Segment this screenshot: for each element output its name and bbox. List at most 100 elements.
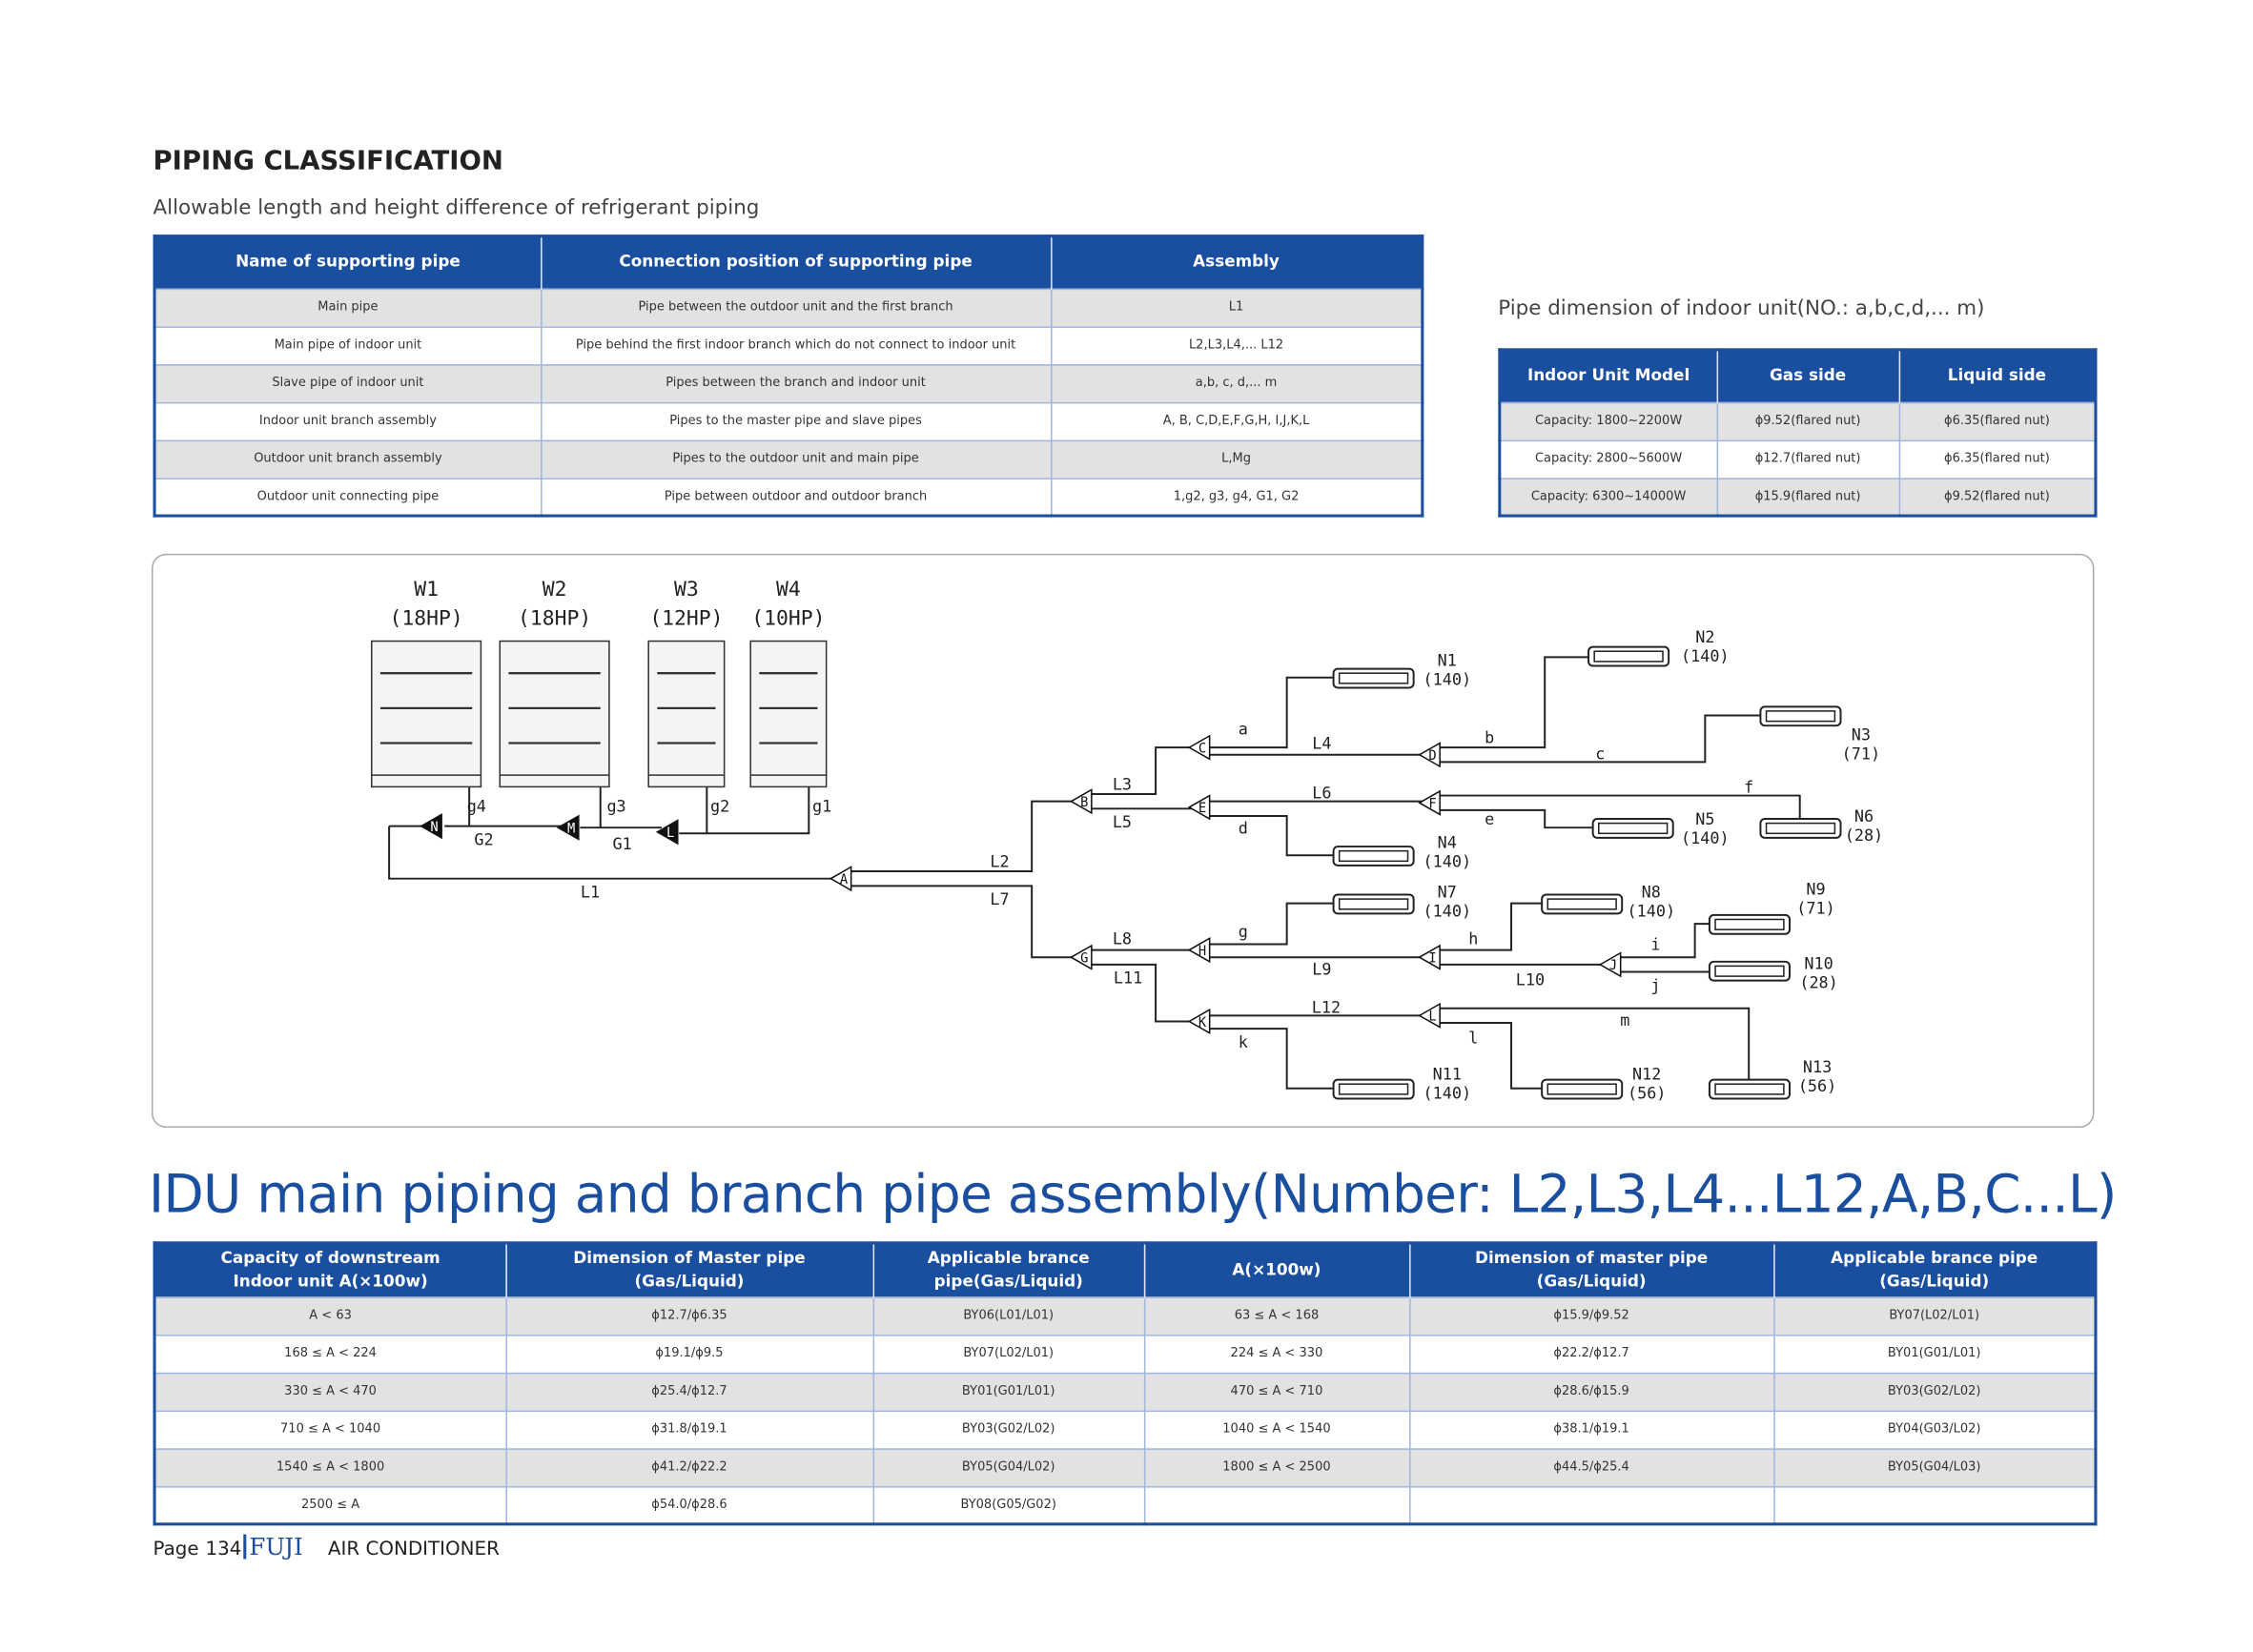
table-cell: ϕ12.7/ϕ6.35 — [504, 1295, 874, 1336]
indoor-unit — [1759, 818, 1842, 839]
pipe — [1090, 963, 1194, 1023]
outdoor-unit — [749, 640, 828, 788]
table-cell: Main pipe of indoor unit — [154, 325, 542, 365]
unit-capacity: (12HP) — [649, 607, 723, 631]
table-cell: BY07(L02/L01) — [1772, 1295, 2097, 1336]
pipe — [1209, 902, 1334, 946]
table-cell: Pipe between outdoor and outdoor branch — [540, 477, 1052, 517]
branch-label: D — [1428, 748, 1436, 764]
indoor-capacity: (71) — [1796, 898, 1834, 917]
outdoor-unit — [647, 640, 726, 788]
table-cell: BY04(G03/L02) — [1772, 1409, 2097, 1450]
pipe — [1617, 923, 1710, 959]
table-cell: 1040 ≤ A < 1540 — [1143, 1409, 1410, 1450]
branch-joint — [1418, 944, 1441, 970]
branch-joint — [1598, 951, 1622, 978]
table-row: Main pipe of indoor unit Pipe behind the … — [154, 325, 1423, 365]
branch-joint — [420, 813, 442, 840]
header-cell: A(×100w) — [1143, 1242, 1410, 1297]
table-row: 168 ≤ A < 224 ϕ19.1/ϕ9.5 BY07(L02/L01) 224 … — [154, 1334, 2097, 1374]
indoor-unit — [1587, 645, 1670, 667]
table-cell: L1 — [1050, 287, 1423, 328]
table-cell: BY05(G04/L02) — [871, 1447, 1145, 1487]
table-cell: ϕ25.4/ϕ12.7 — [504, 1372, 874, 1412]
indoor-name: N2 — [1695, 627, 1714, 646]
table-cell: BY03(G02/L02) — [1772, 1372, 2097, 1412]
header-cell: Name of supporting pipe — [154, 235, 542, 289]
indoor-name: N10 — [1804, 953, 1833, 972]
indoor-unit — [1591, 818, 1674, 839]
table-cell: Main pipe — [154, 287, 542, 328]
branch-label: M — [567, 822, 575, 837]
table-row: Capacity: 2800~5600W ϕ12.7(flared nut) ϕ6.… — [1499, 438, 2097, 479]
indoor-unit — [1708, 913, 1791, 935]
indoor-unit — [1332, 893, 1415, 915]
indoor-capacity: (140) — [1423, 1083, 1472, 1102]
table-cell: ϕ28.6/ϕ15.9 — [1408, 1372, 1774, 1412]
pipe-label: L8 — [1113, 928, 1132, 948]
branch-label: K — [1198, 1015, 1207, 1030]
pipe-label: g4 — [467, 796, 486, 815]
table-cell: BY06(L01/L01) — [871, 1295, 1145, 1336]
table-cell: ϕ9.52(flared nut) — [1715, 401, 1900, 441]
table-title: Pipe dimension of indoor unit(NO.: a,b,c… — [1498, 296, 1985, 321]
table-cell: 710 ≤ A < 1040 — [154, 1409, 507, 1450]
indoor-capacity: (56) — [1798, 1076, 1836, 1095]
branch-label: H — [1198, 944, 1206, 959]
table-cell: ϕ6.35(flared nut) — [1897, 401, 2097, 441]
pipe-label: d — [1239, 818, 1248, 837]
page-label: Page — [153, 1539, 199, 1561]
outdoor-unit — [499, 640, 610, 788]
table-cell: ϕ44.5/ϕ25.4 — [1408, 1447, 1774, 1487]
table-cell: 224 ≤ A < 330 — [1143, 1334, 1410, 1374]
table-cell: ϕ54.0/ϕ28.6 — [504, 1485, 874, 1525]
table-row: 710 ≤ A < 1040 ϕ31.8/ϕ19.1 BY03(G02/L02) 10… — [154, 1409, 2097, 1450]
indoor-capacity: (140) — [1423, 669, 1472, 688]
header-row: Capacity of downstream Indoor unit A(×10… — [154, 1242, 2096, 1297]
table-row: Outdoor unit branch assembly Pipes to the… — [154, 438, 1423, 479]
indoor-unit — [1332, 667, 1415, 689]
indoor-unit-inner — [1546, 898, 1617, 910]
pipe — [1209, 1028, 1334, 1090]
indoor-capacity: (140) — [1423, 851, 1472, 870]
indoor-unit — [1708, 960, 1791, 982]
indoor-capacity: (140) — [1423, 901, 1472, 920]
branch-label: L — [1428, 1010, 1436, 1025]
indoor-name: N9 — [1806, 879, 1825, 898]
pipe — [850, 800, 1076, 873]
indoor-capacity: (140) — [1681, 828, 1730, 847]
table-cell: 1,g2, g3, g4, G1, G2 — [1050, 477, 1423, 517]
pipe-label: b — [1485, 728, 1494, 747]
branch-joint — [1069, 944, 1093, 970]
branch-label: I — [1428, 951, 1436, 967]
table-cell: BY03(G02/L02) — [871, 1409, 1145, 1450]
pipe-label: l — [1468, 1028, 1478, 1047]
subtitle: Allowable length and height difference o… — [153, 196, 760, 220]
branch-label: L — [666, 826, 674, 841]
indoor-unit — [1541, 893, 1624, 915]
unit-capacity: (10HP) — [751, 607, 825, 631]
page-title: PIPING CLASSIFICATION — [153, 145, 503, 176]
pipe — [1438, 714, 1761, 764]
pipe-label: L10 — [1516, 969, 1545, 989]
header-cell: Assembly — [1050, 235, 1423, 289]
table-cell: L,Mg — [1050, 438, 1423, 479]
indoor-capacity: (140) — [1681, 646, 1730, 665]
table-cell — [1772, 1485, 2097, 1525]
table-cell: 1540 ≤ A < 1800 — [154, 1447, 507, 1487]
header-cell: Applicable brance pipe(Gas/Liquid) — [871, 1242, 1144, 1297]
branch-label: N — [430, 820, 438, 835]
indoor-name: N5 — [1695, 809, 1714, 828]
indoor-unit-inner — [1765, 822, 1836, 835]
indoor-capacity: (28) — [1799, 972, 1837, 991]
indoor-unit-inner — [1338, 672, 1409, 684]
table-cell: ϕ15.9/ϕ9.52 — [1408, 1295, 1774, 1336]
indoor-unit — [1332, 1078, 1415, 1100]
table-cell: ϕ38.1/ϕ19.1 — [1408, 1409, 1774, 1450]
indoor-unit — [1541, 1078, 1624, 1100]
table-cell: BY01(G01/L01) — [871, 1372, 1145, 1412]
table-cell: ϕ19.1/ϕ9.5 — [504, 1334, 874, 1374]
header-cell: Dimension of master pipe (Gas/Liquid) — [1408, 1242, 1774, 1297]
